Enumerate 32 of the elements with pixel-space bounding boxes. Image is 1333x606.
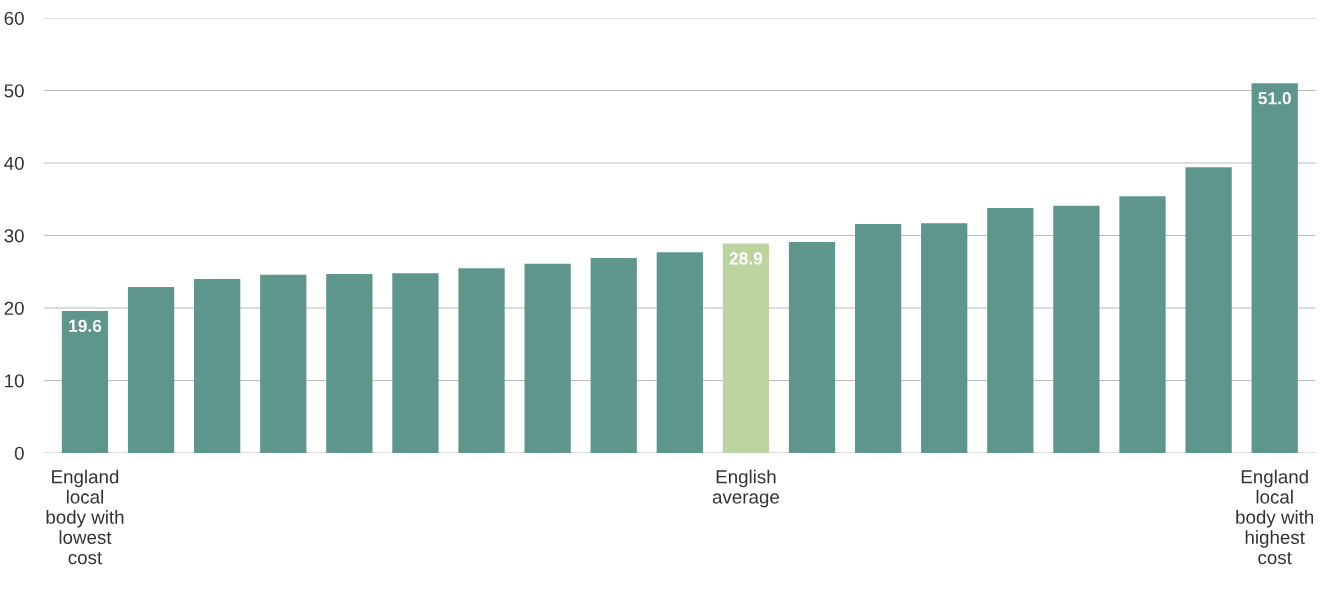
bar <box>1053 205 1100 453</box>
bar <box>194 279 241 453</box>
y-tick-label: 60 <box>4 11 24 25</box>
bar <box>1119 196 1166 453</box>
bar <box>722 243 770 453</box>
x-tick-label: English average <box>712 469 779 508</box>
y-tick-label: 20 <box>4 301 24 315</box>
bar <box>458 268 505 453</box>
bar <box>127 286 175 453</box>
data-label: 19.6 <box>69 319 102 332</box>
bar <box>854 223 902 453</box>
bar <box>1185 167 1232 453</box>
y-tick-label: 50 <box>4 84 24 98</box>
bar <box>921 223 968 453</box>
y-tick-label: 0 <box>14 446 24 460</box>
x-tick-label: England local body with highest cost <box>1236 469 1314 565</box>
data-label: 51.0 <box>1258 92 1291 105</box>
bar <box>1251 83 1298 453</box>
bar <box>61 310 109 453</box>
data-label: 28.9 <box>729 252 763 265</box>
bar <box>326 273 373 453</box>
bar <box>788 242 836 453</box>
bar <box>987 207 1034 453</box>
y-tick-label: 40 <box>4 156 24 170</box>
bar <box>524 263 571 453</box>
bar <box>656 252 703 453</box>
y-tick-label: 10 <box>5 374 24 388</box>
bar <box>392 273 439 453</box>
y-tick-label: 30 <box>4 229 24 243</box>
x-tick-label: England local body with lowest cost <box>46 469 124 565</box>
bar <box>590 257 637 453</box>
bar <box>260 274 307 453</box>
